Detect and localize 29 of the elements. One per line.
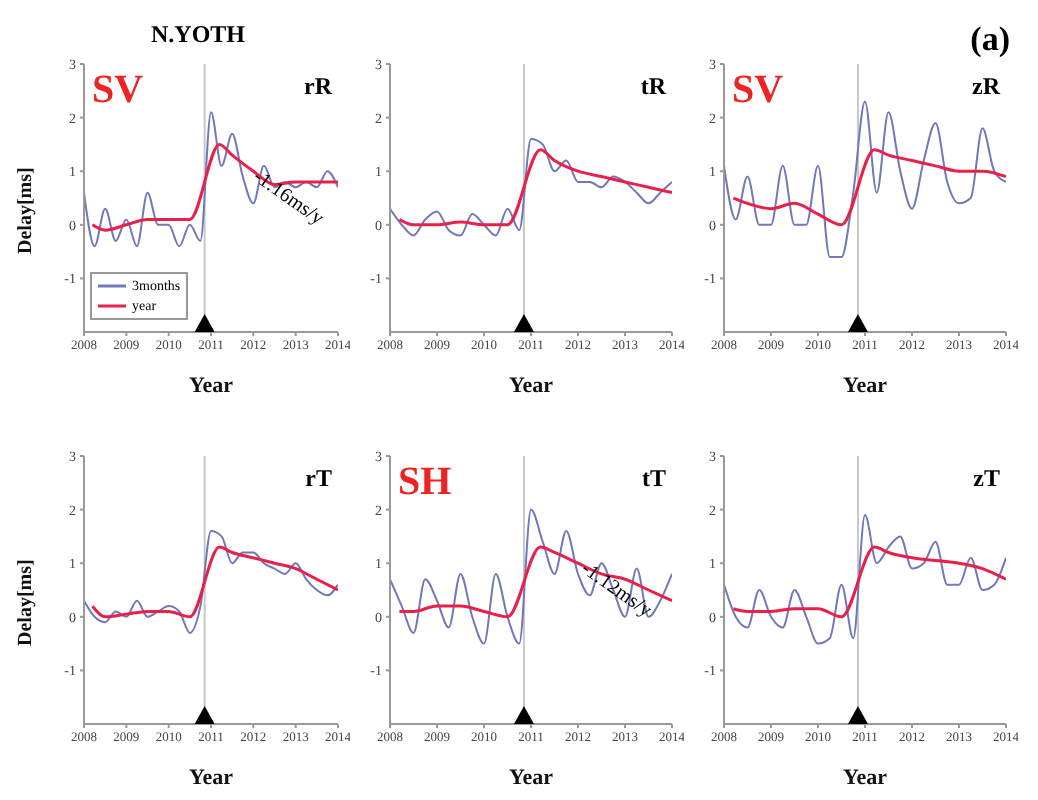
line-series <box>731 148 1006 227</box>
line-series <box>84 111 338 248</box>
x-axis-title: Year <box>189 374 234 398</box>
line-series <box>84 530 338 634</box>
annotation: rR <box>304 72 332 102</box>
line-series <box>724 513 1006 645</box>
x-axis-title: Year <box>189 766 234 790</box>
line-series <box>90 545 338 619</box>
x-axis-title: Year <box>843 766 888 790</box>
annotation: zR <box>972 72 1000 102</box>
annotation: SV <box>92 68 144 114</box>
line-series <box>731 545 1006 619</box>
x-axis-title: Year <box>509 374 554 398</box>
annotation: tT <box>642 464 666 494</box>
line-series <box>397 545 672 619</box>
x-axis-title: Year <box>509 766 554 790</box>
y-axis-title: Delay[ms] <box>15 167 38 254</box>
annotation: tR <box>640 72 666 102</box>
annotation: rT <box>305 464 332 494</box>
annotation: zT <box>973 464 1000 494</box>
line-series <box>390 508 672 645</box>
annotation: SH <box>398 460 452 506</box>
line-series <box>90 142 338 232</box>
chart-title: (a) <box>970 20 1010 60</box>
x-axis-title: Year <box>843 374 888 398</box>
annotation: SV <box>732 68 784 114</box>
y-axis-title: Delay[ms] <box>15 559 38 646</box>
line-series <box>724 100 1006 258</box>
chart-title: N.YOTH <box>151 20 246 50</box>
